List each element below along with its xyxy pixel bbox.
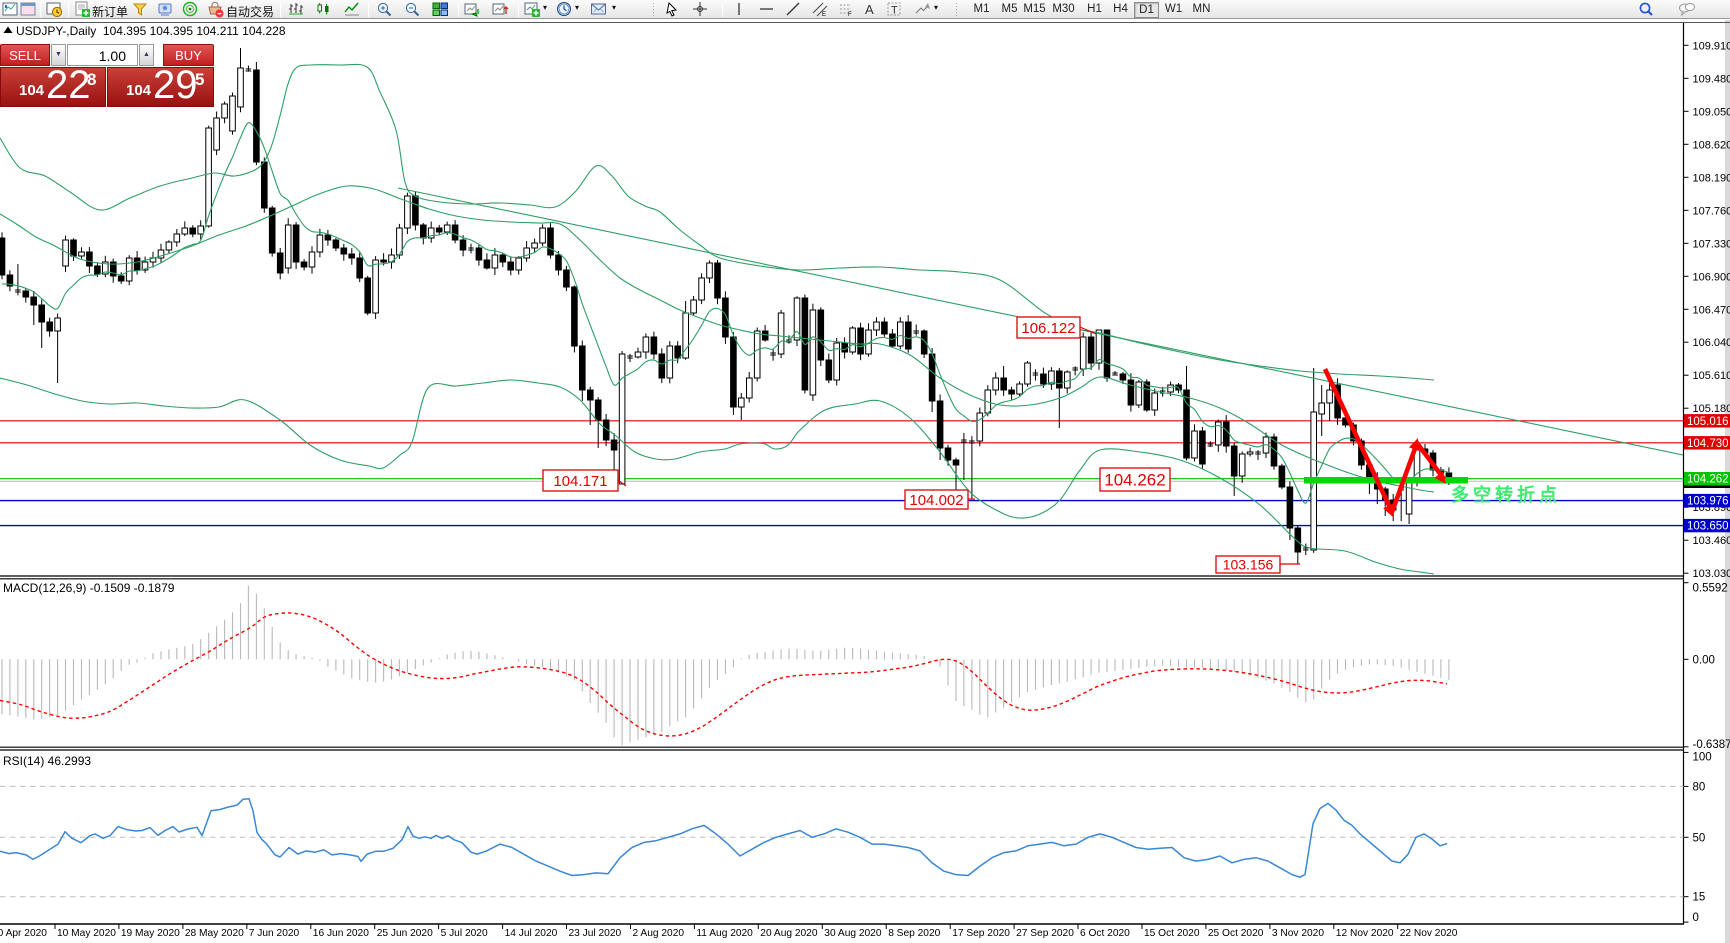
svg-text:6 Oct 2020: 6 Oct 2020 [1080, 928, 1130, 939]
svg-text:107.330: 107.330 [1693, 238, 1730, 250]
svg-text:106.900: 106.900 [1693, 271, 1730, 283]
svg-text:22 Nov 2020: 22 Nov 2020 [1400, 928, 1458, 939]
svg-text:7 Jun 2020: 7 Jun 2020 [249, 928, 300, 939]
svg-text:3 Nov 2020: 3 Nov 2020 [1272, 928, 1324, 939]
svg-text:T: T [891, 5, 898, 17]
svg-text:10 May 2020: 10 May 2020 [57, 928, 116, 939]
svg-text:20 Aug 2020: 20 Aug 2020 [760, 928, 818, 939]
svg-text:A: A [865, 2, 874, 17]
svg-text:25 Jun 2020: 25 Jun 2020 [377, 928, 433, 939]
svg-text:15: 15 [1693, 892, 1706, 904]
svg-text:104.002: 104.002 [909, 492, 963, 509]
svg-text:16 Jun 2020: 16 Jun 2020 [313, 928, 369, 939]
svg-text:23 Jul 2020: 23 Jul 2020 [569, 928, 622, 939]
svg-text:109.480: 109.480 [1693, 73, 1730, 85]
svg-text:RSI(14) 46.2993: RSI(14) 46.2993 [3, 754, 91, 768]
svg-text:11 Aug 2020: 11 Aug 2020 [696, 928, 753, 939]
svg-text:12 Nov 2020: 12 Nov 2020 [1336, 928, 1394, 939]
svg-text:103.030: 103.030 [1693, 568, 1730, 580]
svg-text:17 Sep 2020: 17 Sep 2020 [952, 928, 1010, 939]
svg-text:103.156: 103.156 [1223, 557, 1274, 573]
svg-text:104.730: 104.730 [1687, 438, 1729, 450]
svg-text:28 May 2020: 28 May 2020 [185, 928, 244, 939]
svg-text:105.610: 105.610 [1693, 370, 1730, 382]
svg-text:108.190: 108.190 [1693, 172, 1730, 184]
svg-text:106.470: 106.470 [1693, 304, 1730, 316]
svg-text:30 Apr 2020: 30 Apr 2020 [0, 928, 47, 939]
svg-text:80: 80 [1693, 781, 1706, 793]
svg-text:-0.6387: -0.6387 [1693, 739, 1730, 751]
svg-text:27 Sep 2020: 27 Sep 2020 [1016, 928, 1074, 939]
svg-text:多空转折点: 多空转折点 [1451, 484, 1561, 505]
svg-text:105.016: 105.016 [1687, 416, 1729, 428]
svg-text:106.122: 106.122 [1021, 320, 1075, 337]
svg-text:14 Jul 2020: 14 Jul 2020 [505, 928, 558, 939]
svg-text:106.040: 106.040 [1693, 337, 1730, 349]
svg-text:104.262: 104.262 [1687, 474, 1729, 486]
svg-text:108.620: 108.620 [1693, 139, 1730, 151]
svg-text:109.910: 109.910 [1693, 40, 1730, 52]
svg-text:0.5592: 0.5592 [1693, 583, 1728, 595]
svg-text:100: 100 [1693, 752, 1712, 764]
svg-text:104.262: 104.262 [1104, 471, 1165, 490]
svg-text:50: 50 [1693, 832, 1706, 844]
svg-text:2 Aug 2020: 2 Aug 2020 [633, 928, 685, 939]
svg-text:USDJPY-,Daily 104.395 104.395: USDJPY-,Daily 104.395 104.395 104.211 10… [16, 24, 286, 38]
svg-text:E: E [822, 12, 826, 18]
svg-text:5 Jul 2020: 5 Jul 2020 [441, 928, 488, 939]
svg-text:109.050: 109.050 [1693, 106, 1730, 118]
svg-text:104.171: 104.171 [553, 473, 607, 490]
svg-text:F: F [848, 12, 852, 18]
svg-text:105.180: 105.180 [1693, 403, 1730, 415]
svg-text:15 Oct 2020: 15 Oct 2020 [1144, 928, 1200, 939]
svg-text:107.760: 107.760 [1693, 205, 1730, 217]
svg-text:103.976: 103.976 [1687, 496, 1729, 508]
svg-text:30 Aug 2020: 30 Aug 2020 [824, 928, 882, 939]
svg-text:103.650: 103.650 [1687, 521, 1729, 533]
svg-text:8 Sep 2020: 8 Sep 2020 [888, 928, 940, 939]
svg-text:103.460: 103.460 [1693, 535, 1730, 547]
svg-text:0.00: 0.00 [1693, 654, 1715, 666]
svg-text:0: 0 [1693, 912, 1699, 924]
svg-text:19 May 2020: 19 May 2020 [121, 928, 180, 939]
svg-text:25 Oct 2020: 25 Oct 2020 [1208, 928, 1264, 939]
svg-text:MACD(12,26,9) -0.1509 -0.1879: MACD(12,26,9) -0.1509 -0.1879 [3, 581, 175, 595]
